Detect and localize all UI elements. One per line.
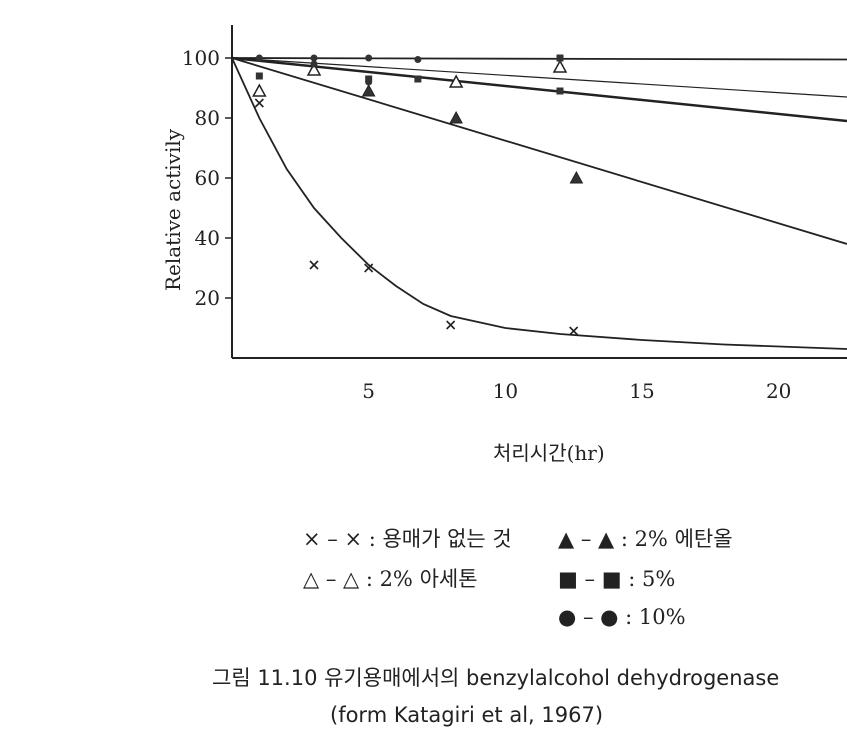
y-tick-label: 60 (195, 166, 220, 190)
plot-area: 20 40 60 80 100 5 10 15 20 (182, 25, 847, 403)
figure-caption: 그림 11.10 유기용매에서의 benzylalcohol dehydroge… (212, 666, 780, 690)
data-point-x (254, 98, 264, 108)
series-curve-2 (231, 57, 847, 245)
data-point-triangle-filled (569, 170, 584, 184)
series-curve-3 (231, 56, 847, 123)
data-point-circle-filled (365, 78, 373, 86)
data-point-circle-filled (310, 54, 318, 62)
x-axis-label: 처리시간(hr) (493, 441, 605, 465)
legend-acetone: △ – △ : 2% 아세톤 (303, 567, 478, 591)
legend-10pct: ● – ● : 10% (558, 605, 686, 629)
data-point-circle-filled (255, 54, 263, 62)
extra-curve (231, 57, 847, 98)
series-curve-0 (231, 57, 847, 350)
data-point-square-filled (255, 72, 263, 80)
y-tick-label: 20 (195, 286, 220, 310)
data-point-square-filled (556, 87, 564, 95)
data-point-x (569, 326, 579, 336)
data-point-triangle-open (552, 59, 568, 73)
data-point-triangle-filled (361, 83, 376, 97)
x-tick-label: 15 (629, 379, 654, 403)
data-point-x (364, 263, 374, 273)
y-tick-label: 80 (195, 106, 220, 130)
legend-no-solvent: × – × : 용매가 없는 것 (303, 527, 512, 551)
data-point-square-filled (414, 75, 422, 83)
data-point-square-filled (556, 54, 564, 62)
x-tick-label: 20 (766, 379, 791, 403)
x-tick-label: 5 (362, 379, 375, 403)
data-point-triangle-open (306, 62, 322, 76)
data-point-triangle-open (252, 83, 267, 97)
legend-ethanol: ▲ – ▲ : 2% 에탄올 (558, 527, 733, 551)
data-point-x (446, 320, 456, 330)
data-point-triangle-open (448, 74, 464, 88)
data-point-circle-filled (310, 60, 318, 68)
legend-5pct: ■ – ■ : 5% (558, 567, 676, 591)
x-tick-label: 10 (493, 379, 518, 403)
y-tick-label: 100 (182, 46, 220, 70)
data-point-circle-filled (414, 56, 422, 63)
y-axis-label: Relative activily (161, 128, 185, 291)
series-curve-4 (231, 57, 847, 61)
data-point-triangle-filled (449, 110, 463, 124)
y-tick-label: 40 (195, 226, 220, 250)
figure-source: (form Katagiri et al, 1967) (330, 703, 604, 727)
data-point-x (309, 260, 319, 270)
data-point-circle-filled (365, 54, 373, 62)
